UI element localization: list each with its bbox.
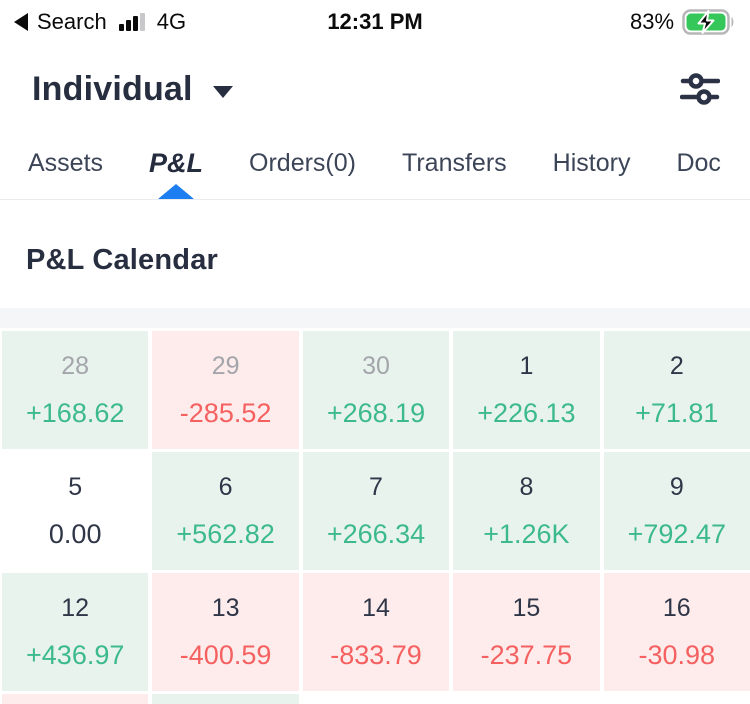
tab-bar: Assets P&L Orders(0) Transfers History D… — [0, 128, 750, 200]
tab-history[interactable]: History — [552, 149, 631, 177]
calendar-cell[interactable] — [453, 694, 600, 704]
calendar-cell[interactable]: 28 +168.62 — [2, 331, 149, 449]
calendar-cell[interactable] — [302, 694, 450, 704]
calendar-day-number: 6 — [218, 473, 233, 501]
tab-assets[interactable]: Assets — [28, 149, 104, 177]
calendar-pl-value: -400.59 — [179, 640, 272, 670]
calendar-pl-value: +1.26K — [483, 519, 570, 549]
calendar-cell[interactable]: 30 +268.19 — [302, 331, 450, 449]
calendar-day-number: 12 — [61, 594, 90, 622]
account-header: Individual — [0, 62, 750, 116]
calendar-pl-value: -237.75 — [480, 640, 573, 670]
calendar-cell[interactable]: 1 +226.13 — [453, 331, 600, 449]
calendar-day-number: 9 — [669, 473, 684, 501]
pl-calendar-grid: 28 +168.62 29 -285.52 30 +268.19 1 +226.… — [0, 331, 750, 704]
calendar-cell[interactable]: 9 +792.47 — [603, 452, 750, 570]
calendar-pl-value: +436.97 — [26, 640, 125, 670]
sliders-icon — [680, 73, 720, 105]
calendar-cell[interactable]: 14 -833.79 — [302, 573, 450, 691]
clock: 12:31 PM — [327, 9, 423, 34]
calendar-day-number: 16 — [662, 594, 691, 622]
calendar-pl-value: -833.79 — [330, 640, 422, 670]
calendar-pl-value: +168.62 — [26, 398, 125, 428]
calendar-cell[interactable]: 13 -400.59 — [152, 573, 299, 691]
back-triangle-icon — [14, 13, 28, 31]
tab-transfers[interactable]: Transfers — [402, 149, 507, 177]
calendar-day-number: 13 — [211, 594, 240, 622]
calendar-day-number: 28 — [61, 352, 90, 380]
calendar-pl-value: 0.00 — [48, 519, 102, 549]
tab-doc[interactable]: Doc — [676, 149, 721, 177]
back-to-app-breadcrumb[interactable]: Search 4G — [14, 9, 327, 35]
page-title: P&L Calendar — [26, 244, 219, 276]
calendar-day-number: 5 — [68, 473, 83, 501]
calendar-day-number: 29 — [211, 352, 240, 380]
calendar-pl-value: -285.52 — [179, 398, 272, 428]
section-divider — [0, 308, 750, 328]
calendar-pl-value: +226.13 — [477, 398, 576, 428]
pl-calendar-section: P&L Calendar — [0, 200, 750, 308]
calendar-pl-value: -30.98 — [638, 640, 716, 670]
filter-settings-button[interactable] — [680, 70, 720, 108]
calendar-cell[interactable] — [152, 694, 299, 704]
calendar-day-number: 1 — [519, 352, 534, 380]
calendar-cell[interactable] — [603, 694, 750, 704]
calendar-cell[interactable]: 6 +562.82 — [152, 452, 299, 570]
calendar-day-number: 14 — [362, 594, 390, 622]
calendar-pl-value: +71.81 — [635, 398, 719, 428]
status-bar: Search 4G 12:31 PM 83% — [0, 0, 750, 44]
calendar-cell[interactable] — [2, 694, 149, 704]
calendar-day-number: 8 — [519, 473, 534, 501]
calendar-cell[interactable]: 7 +266.34 — [302, 452, 450, 570]
calendar-cell[interactable]: 29 -285.52 — [152, 331, 299, 449]
calendar-day-number: 30 — [362, 352, 390, 380]
calendar-pl-value: +792.47 — [627, 519, 726, 549]
calendar-cell[interactable]: 12 +436.97 — [2, 573, 149, 691]
calendar-pl-value: +562.82 — [176, 519, 275, 549]
calendar-cell[interactable]: 15 -237.75 — [453, 573, 600, 691]
cellular-signal-icon — [118, 13, 145, 31]
account-type-label: Individual — [32, 69, 193, 108]
tab-orders-0[interactable]: Orders(0) — [249, 149, 356, 177]
calendar-pl-value: +268.19 — [326, 398, 426, 428]
calendar-cell[interactable]: 5 0.00 — [2, 452, 149, 570]
network-type-label: 4G — [156, 9, 187, 34]
calendar-day-number: 15 — [512, 594, 541, 622]
account-type-dropdown[interactable]: Individual — [32, 70, 233, 109]
calendar-cell[interactable]: 2 +71.81 — [603, 331, 750, 449]
battery-percent-label: 83% — [629, 9, 675, 34]
caret-down-icon — [212, 86, 233, 98]
back-app-label: Search — [37, 9, 107, 34]
calendar-day-number: 2 — [669, 352, 684, 380]
calendar-day-number: 7 — [369, 473, 383, 501]
calendar-pl-value: +266.34 — [326, 519, 426, 549]
tab-p-l[interactable]: P&L — [149, 128, 203, 199]
battery-charging-icon — [682, 9, 734, 35]
calendar-cell[interactable]: 16 -30.98 — [603, 573, 750, 691]
calendar-cell[interactable]: 8 +1.26K — [453, 452, 600, 570]
